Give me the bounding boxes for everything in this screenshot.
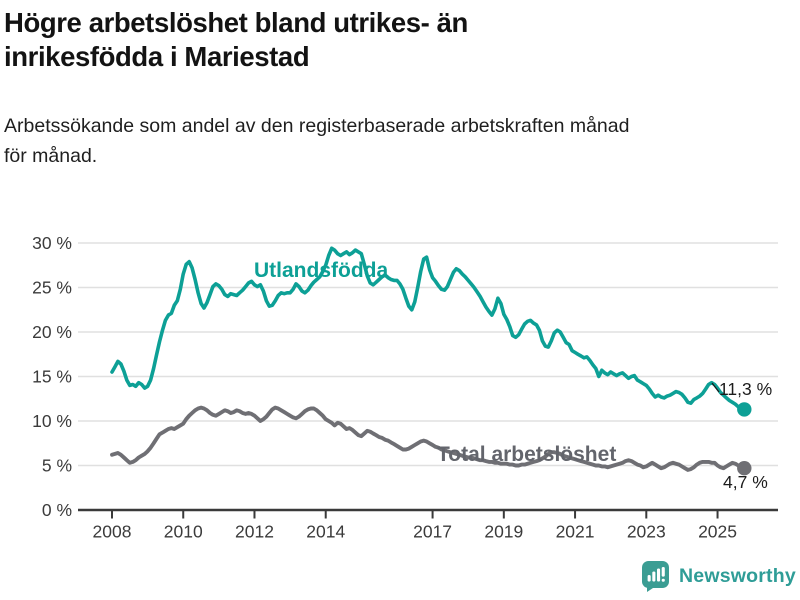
y-axis-tick-label: 20 % [32, 322, 72, 342]
series-line-utlandsfodda [110, 246, 747, 412]
y-axis-tick-label: 0 % [42, 500, 72, 520]
y-axis-tick-label: 30 % [32, 233, 72, 253]
x-axis-tick-label: 2019 [484, 522, 523, 542]
x-axis-tick-label: 2017 [413, 522, 452, 542]
end-value-annotation: 4,7 % [723, 472, 768, 492]
series-label-utlandsfodda: Utlandsfödda [254, 259, 388, 282]
x-axis-tick-label: 2010 [164, 522, 203, 542]
x-axis-tick-label: 2025 [698, 522, 737, 542]
newsworthy-wordmark: Newsworthy [679, 565, 796, 587]
series-line-total [110, 405, 747, 472]
series-end-dot [737, 402, 752, 417]
x-axis-tick-label: 2023 [627, 522, 666, 542]
x-axis-tick-label: 2008 [93, 522, 132, 542]
newsworthy-logo[interactable]: Newsworthy [641, 560, 796, 593]
y-axis-tick-label: 5 % [42, 456, 72, 476]
series-end-dot [737, 461, 752, 476]
annotation-leader-line [711, 382, 720, 393]
chart-subtitle: Arbetssökande som andel av den registerb… [4, 115, 630, 168]
line-chart: 0 % 5 % 10 % 15 % 20 % 25 % 30 % 2008 2010 2012 20… [32, 233, 778, 542]
y-axis-tick-label: 15 % [32, 367, 72, 387]
end-value-annotation: 11,3 % [719, 379, 772, 399]
x-axis-tick-label: 2012 [235, 522, 274, 542]
x-axis-tick-label: 2021 [556, 522, 595, 542]
x-axis-tick-label: 2014 [306, 522, 345, 542]
newsworthy-logo-icon [642, 561, 669, 592]
y-axis-tick-label: 25 % [32, 278, 72, 298]
chart-title: Högre arbetslöshet bland utrikes- än inr… [4, 7, 468, 72]
y-axis-tick-label: 10 % [32, 411, 72, 431]
series-label-total: Total arbetslöshet [437, 443, 616, 466]
